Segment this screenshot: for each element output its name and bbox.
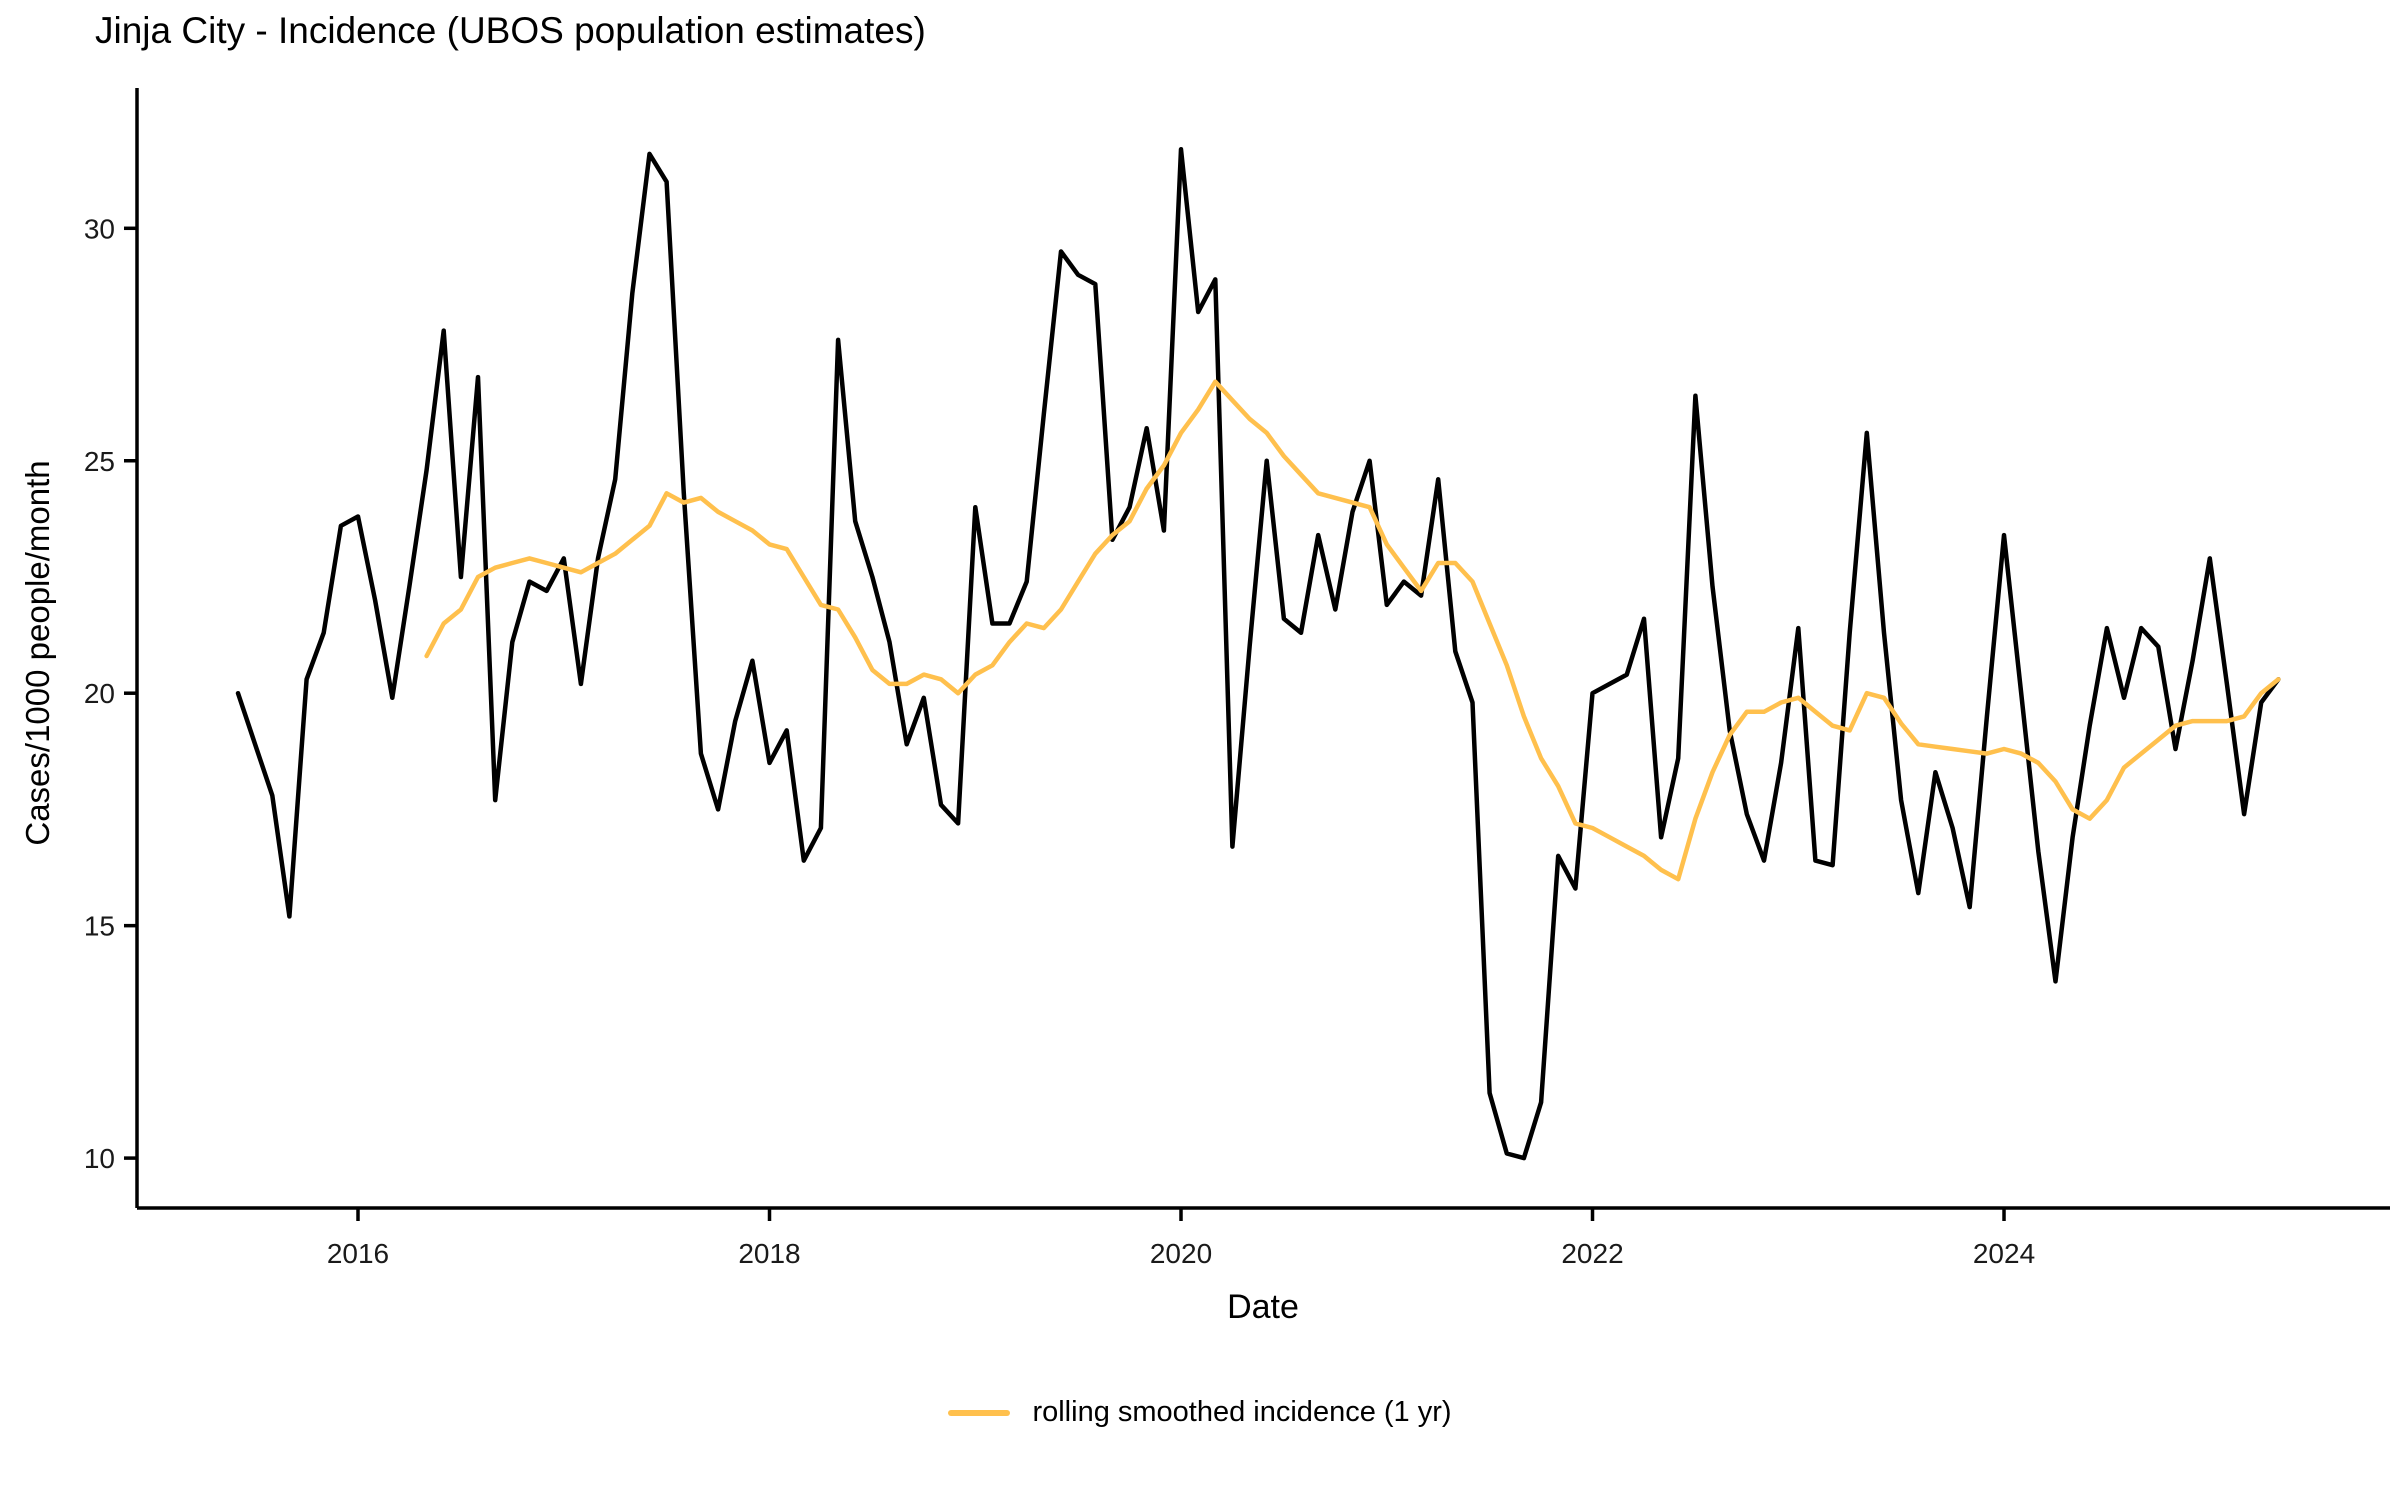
legend: rolling smoothed incidence (1 yr) — [0, 1396, 2400, 1429]
x-tick-label: 2024 — [1973, 1238, 2035, 1269]
y-tick-label: 20 — [84, 678, 115, 709]
x-axis-label: Date — [1227, 1288, 1299, 1326]
y-axis-label: Cases/1000 people/month — [19, 460, 56, 846]
y-tick-label: 30 — [84, 213, 115, 244]
x-tick-label: 2022 — [1561, 1238, 1623, 1269]
x-tick-label: 2018 — [738, 1238, 800, 1269]
x-tick-label: 2016 — [327, 1238, 389, 1269]
page-title: Jinja City - Incidence (UBOS population … — [95, 10, 926, 51]
x-tick-label: 2020 — [1150, 1238, 1212, 1269]
y-tick-label: 15 — [84, 911, 115, 942]
smoothed-line-swatch-icon — [948, 1409, 1011, 1416]
y-tick-label: 10 — [84, 1143, 115, 1174]
legend-label: rolling smoothed incidence (1 yr) — [1032, 1396, 1452, 1428]
series-line-incidence — [235, 147, 2281, 1161]
y-tick-label: 25 — [84, 446, 115, 477]
series-line-smoothed — [424, 379, 2281, 882]
